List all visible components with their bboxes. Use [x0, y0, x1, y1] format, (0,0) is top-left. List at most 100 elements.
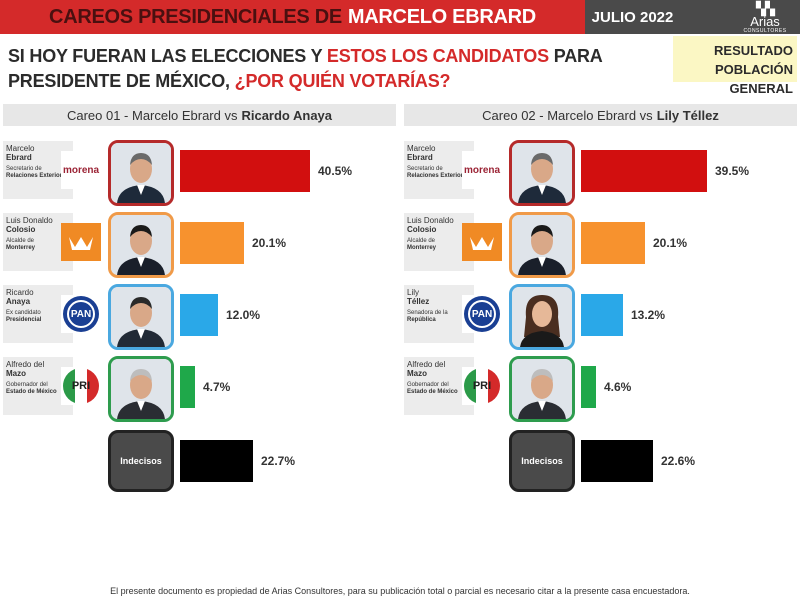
result-line2: POBLACIÓN GENERAL	[715, 62, 793, 96]
candidate-first-name: Marcelo	[407, 144, 436, 153]
candidate-role: Gobernador del Estado de México	[407, 382, 474, 396]
candidate-role-b: Relaciones Exteriores	[6, 173, 69, 179]
party-logo-text: PRI	[464, 368, 500, 404]
candidate-card: Ricardo Anaya Ex candidato Presidencial	[3, 285, 73, 343]
candidate-photo	[108, 212, 174, 278]
party-logo-text: morena	[463, 164, 501, 176]
question-part5: ¿POR QUIÉN VOTARÍAS?	[234, 71, 451, 91]
candidate-role-a: Gobernador del	[407, 382, 449, 388]
panel-title: Careo 02 - Marcelo Ebrard vs Lily Téllez	[404, 104, 797, 126]
candidate-role: Alcalde de Monterrey	[407, 238, 474, 252]
candidate-photo	[509, 212, 575, 278]
candidate-name: Luis Donaldo Colosio	[6, 216, 73, 234]
arias-logo: ▚▚ Arias CONSULTORES	[740, 1, 790, 34]
party-logo-pan-icon: PAN	[61, 295, 101, 333]
survey-question: SI HOY FUERAN LAS ELECCIONES Y ESTOS LOS…	[8, 44, 658, 94]
candidate-role-a: Alcalde de	[6, 238, 35, 244]
candidate-role: Secretario de Relaciones Exteriores	[6, 166, 73, 180]
candidate-name: Lily Téllez	[407, 288, 474, 306]
data-label: 22.6%	[661, 454, 696, 468]
candidate-card: Marcelo Ebrard Secretario de Relaciones Ext…	[3, 141, 73, 199]
page-title: CAREOS PRESIDENCIALES DE MARCELO EBRARD	[0, 0, 585, 34]
footer-disclaimer: El presente documento es propiedad de Ar…	[110, 586, 690, 596]
party-disc: PAN	[464, 296, 500, 332]
candidate-name: Alfredo del Mazo	[407, 360, 474, 378]
candidate-surname: Téllez	[407, 297, 430, 306]
candidate-role-b: República	[407, 317, 436, 323]
chart-bar	[180, 222, 244, 264]
party-disc: PAN	[63, 296, 99, 332]
candidate-first-name: Ricardo	[6, 288, 34, 297]
party-logo-morena-icon: morena	[61, 151, 101, 189]
result-line1: RESULTADO	[714, 43, 793, 58]
question-part1: SI HOY FUERAN LAS ELECCIONES Y	[8, 46, 323, 66]
arias-logo-icon: ▚▚	[756, 1, 775, 16]
candidate-photo	[108, 284, 174, 350]
candidate-role-b: Presidencial	[6, 317, 42, 323]
candidate-first-name: Luis Donaldo	[407, 216, 454, 225]
candidate-role: Gobernador del Estado de México	[6, 382, 73, 396]
candidate-role-a: Secretario de	[6, 166, 42, 172]
party-logo-pri-icon: PRI	[61, 367, 101, 405]
candidate-name: Ricardo Anaya	[6, 288, 73, 306]
party-logo-text: PRI	[63, 368, 99, 404]
panel-title-bold: Ricardo Anaya	[241, 107, 333, 123]
candidate-photo	[509, 140, 575, 206]
chart-bar	[180, 366, 195, 408]
chart-bar	[581, 222, 645, 264]
candidate-role-b: Monterrey	[6, 245, 36, 251]
candidate-photo	[108, 356, 174, 422]
candidate-role: Secretario de Relaciones Exteriores	[407, 166, 474, 180]
data-label: 4.6%	[604, 380, 632, 394]
candidate-surname: Ebrard	[6, 153, 32, 162]
data-label: 20.1%	[653, 236, 688, 250]
candidate-surname: Mazo	[407, 369, 427, 378]
candidate-role-b: Monterrey	[407, 245, 437, 251]
data-label: 22.7%	[261, 454, 296, 468]
candidate-first-name: Alfredo del	[407, 360, 446, 369]
candidate-role-a: Alcalde de	[407, 238, 436, 244]
question-part2: ESTOS LOS CANDIDATOS	[326, 46, 549, 66]
candidate-name: Marcelo Ebrard	[6, 144, 73, 162]
data-label: 20.1%	[252, 236, 287, 250]
candidate-name: Alfredo del Mazo	[6, 360, 73, 378]
title-part1: CAREOS PRESIDENCIALES DE	[49, 5, 342, 28]
candidate-first-name: Alfredo del	[6, 360, 45, 369]
party-logo-pan-icon: PAN	[462, 295, 502, 333]
panel-title-prefix: Careo 01 - Marcelo Ebrard vs	[66, 107, 238, 123]
candidate-name: Marcelo Ebrard	[407, 144, 474, 162]
question-part3: PARA	[553, 46, 603, 66]
candidate-role-a: Secretario de	[407, 166, 443, 172]
candidate-surname: Anaya	[6, 297, 31, 306]
data-label: 40.5%	[318, 164, 353, 178]
party-logo-mc-icon	[61, 223, 101, 261]
candidate-surname: Mazo	[6, 369, 26, 378]
candidate-role-a: Senadora de la	[407, 310, 448, 316]
party-logo-mc-icon	[462, 223, 502, 261]
chart-bar	[180, 440, 253, 482]
chart-bar	[581, 294, 623, 336]
question-part4: PRESIDENTE DE MÉXICO,	[8, 71, 230, 91]
panel-title-bold: Lily Téllez	[656, 107, 719, 123]
party-logo-text: morena	[62, 164, 100, 176]
result-box: RESULTADO POBLACIÓN GENERAL	[673, 36, 797, 96]
chart-bar	[180, 294, 218, 336]
chart-bar	[581, 440, 653, 482]
candidate-surname: Colosio	[407, 225, 437, 234]
title-part2: MARCELO EBRARD	[347, 5, 536, 28]
candidate-role: Alcalde de Monterrey	[6, 238, 73, 252]
undecided-badge: Indecisos	[108, 430, 174, 492]
undecided-badge: Indecisos	[509, 430, 575, 492]
data-label: 39.5%	[715, 164, 750, 178]
party-logo-text: PAN	[67, 300, 95, 328]
party-logo-text: PAN	[468, 300, 496, 328]
arias-logo-name: Arias	[750, 14, 780, 29]
candidate-photo	[509, 356, 575, 422]
candidate-first-name: Luis Donaldo	[6, 216, 53, 225]
chart-bar	[581, 150, 707, 192]
arias-logo-sub: CONSULTORES	[743, 28, 787, 34]
candidate-photo	[108, 140, 174, 206]
candidate-photo	[509, 284, 575, 350]
data-label: 13.2%	[631, 308, 666, 322]
candidate-name: Luis Donaldo Colosio	[407, 216, 474, 234]
